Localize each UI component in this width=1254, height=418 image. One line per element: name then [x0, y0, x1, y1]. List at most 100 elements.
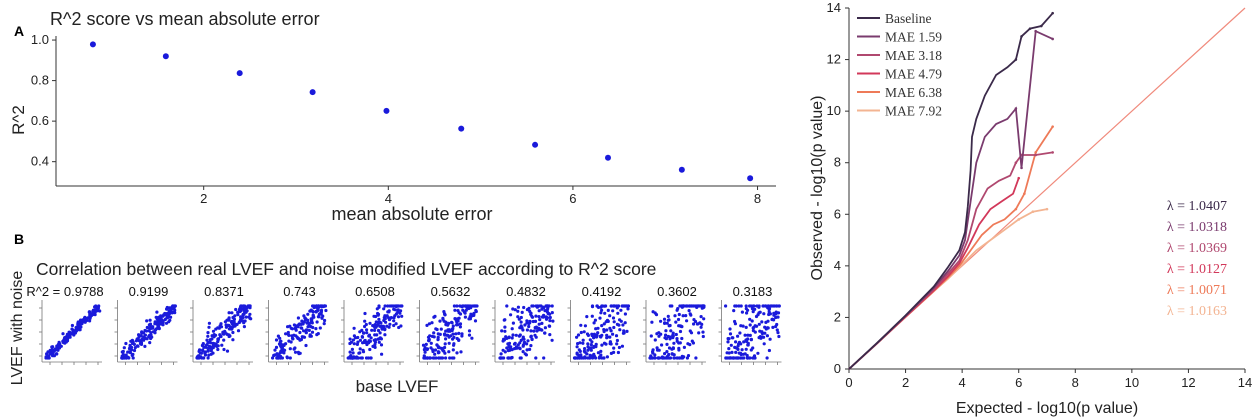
panel-b-data-point	[666, 318, 670, 322]
panel-b-data-point	[351, 351, 355, 355]
panel-b-data-point	[392, 307, 396, 311]
panel-b-data-point	[439, 327, 443, 331]
panel-b-data-point	[388, 304, 392, 308]
panel-b-data-point	[598, 334, 602, 338]
panel-b-data-point	[383, 333, 387, 337]
panel-b-data-point	[523, 352, 527, 356]
panel-b-data-point	[507, 341, 512, 345]
panel-b-data-point	[284, 332, 288, 336]
panel-b-data-point	[457, 331, 461, 335]
panel-b-data-point	[450, 320, 454, 324]
panel-b-data-point	[247, 304, 251, 308]
panel-b-data-point	[664, 329, 668, 333]
panel-c-legend-label: MAE 1.59	[885, 30, 942, 45]
panel-b-data-point	[612, 346, 616, 350]
panel-b-data-point	[596, 331, 600, 335]
panel-b-data-point	[581, 338, 585, 342]
panel-b-data-point	[447, 321, 451, 325]
panel-b-data-point	[368, 321, 372, 325]
panel-b-data-point	[736, 334, 740, 338]
panel-b-data-point	[671, 331, 675, 335]
panel-b-data-point	[213, 342, 217, 346]
panel-b-data-point	[770, 317, 774, 322]
panel-b-data-point	[751, 356, 755, 360]
panel-b-data-point	[664, 356, 668, 360]
panel-b-data-point	[356, 356, 361, 360]
panel-b-data-point	[537, 322, 541, 326]
panel-b-data-point	[469, 312, 473, 316]
panel-b-data-point	[124, 356, 128, 360]
panel-b-data-point	[761, 304, 766, 308]
panel-b-data-point	[617, 345, 622, 350]
panel-b-data-point	[365, 328, 369, 332]
panel-b-subplot-label: 0.3602	[657, 284, 697, 299]
panel-b-data-point	[749, 348, 753, 352]
panel-b-data-point	[231, 330, 235, 335]
panel-b-data-point	[695, 322, 700, 326]
panel-b-data-point	[429, 341, 433, 345]
panel-b-data-point	[551, 319, 555, 323]
panel-b-data-point	[227, 311, 231, 315]
panel-b-data-point	[518, 333, 522, 337]
panel-b-data-point	[380, 326, 384, 330]
panel-b-data-point	[348, 337, 352, 341]
panel-b-data-point	[744, 338, 748, 342]
panel-a-ylabel: R^2	[9, 105, 28, 135]
panel-b-data-point	[474, 309, 478, 314]
panel-b-data-point	[281, 343, 286, 347]
panel-b-data-point	[365, 342, 369, 347]
panel-b-data-point	[396, 315, 401, 319]
panel-b-data-point	[124, 341, 128, 346]
panel-b-data-point	[602, 329, 606, 334]
panel-b-data-point	[575, 335, 579, 339]
panel-b-data-point	[776, 311, 781, 315]
panel-b-data-point	[730, 350, 734, 354]
panel-b-data-point	[677, 312, 681, 317]
panel-c-y-tick-label: 6	[834, 206, 841, 221]
panel-b-data-point	[685, 304, 689, 308]
panel-b-data-point	[388, 322, 392, 326]
panel-b-subplot: 0.9199	[114, 284, 178, 365]
panel-b-data-point	[729, 343, 733, 347]
panel-b-data-point	[726, 337, 730, 341]
panel-b-data-point	[314, 304, 318, 308]
panel-b-data-point	[131, 356, 135, 360]
panel-b-data-point	[662, 317, 667, 321]
panel-b-data-point	[621, 323, 625, 327]
panel-c-legend-label: Baseline	[885, 11, 932, 26]
panel-b-data-point	[668, 337, 672, 341]
panel-b-data-point	[435, 343, 439, 347]
panel-c-series-point	[1051, 37, 1054, 41]
panel-b-data-point	[467, 329, 472, 333]
panel-b-data-point	[680, 304, 685, 308]
panel-b-data-point	[377, 317, 381, 321]
panel-b-data-point	[526, 339, 530, 343]
panel-b-data-point	[753, 330, 757, 334]
panel-b-data-point	[58, 345, 62, 349]
panel-b-data-point	[542, 306, 546, 310]
panel-b-data-point	[433, 352, 437, 356]
panel-b-data-point	[470, 336, 474, 340]
panel-b-data-point	[739, 356, 743, 360]
panel-b-data-point	[155, 310, 159, 314]
panel-b-data-point	[546, 307, 550, 311]
panel-b-data-point	[593, 318, 598, 322]
panel-b-data-point	[510, 336, 514, 340]
panel-b-data-point	[452, 335, 456, 339]
panel-b-data-point	[762, 312, 766, 316]
panel-b-data-point	[498, 356, 502, 360]
panel-c-xlabel: Expected - log10(p value)	[956, 400, 1138, 417]
panel-b-subplot-label: 0.4832	[506, 284, 546, 299]
panel-b-data-point	[745, 311, 749, 315]
panel-b-data-point	[148, 341, 152, 345]
panel-b-data-point	[748, 317, 752, 321]
panel-b-data-point	[663, 352, 667, 356]
panel-b-data-point	[581, 356, 586, 360]
panel-a-data-point	[383, 107, 390, 114]
panel-b-data-point	[289, 326, 293, 330]
panel-b-data-point	[370, 328, 374, 332]
panel-b-data-point	[589, 343, 593, 347]
panel-b-data-point	[279, 339, 283, 343]
panel-b-data-point	[542, 313, 546, 317]
panel-b-data-point	[576, 333, 581, 337]
